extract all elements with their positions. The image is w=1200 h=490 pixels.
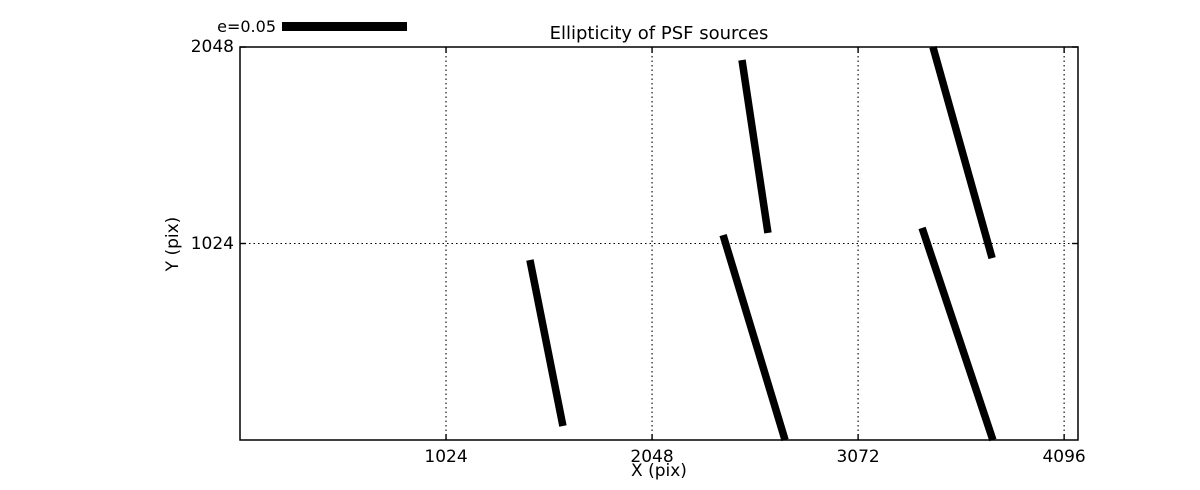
x-tick-label: 4096: [1042, 447, 1086, 467]
y-tick-label: 1024: [190, 233, 234, 254]
whisker-segment: [918, 226, 997, 442]
x-tick-label: 2048: [630, 447, 674, 467]
legend-label: e=0.05: [217, 17, 276, 36]
whisker-segment: [929, 45, 996, 260]
whisker-segment: [738, 59, 772, 234]
x-axis-label: X (pix): [631, 461, 687, 481]
x-tick-label: 3072: [836, 447, 880, 467]
whisker-segment: [719, 233, 789, 442]
x-tick-label: 1024: [424, 447, 468, 467]
whisker-segment: [526, 259, 567, 427]
legend-sample-bar: [282, 22, 407, 31]
y-tick-label: 2048: [190, 37, 234, 57]
chart-title: Ellipticity of PSF sources: [549, 23, 769, 44]
